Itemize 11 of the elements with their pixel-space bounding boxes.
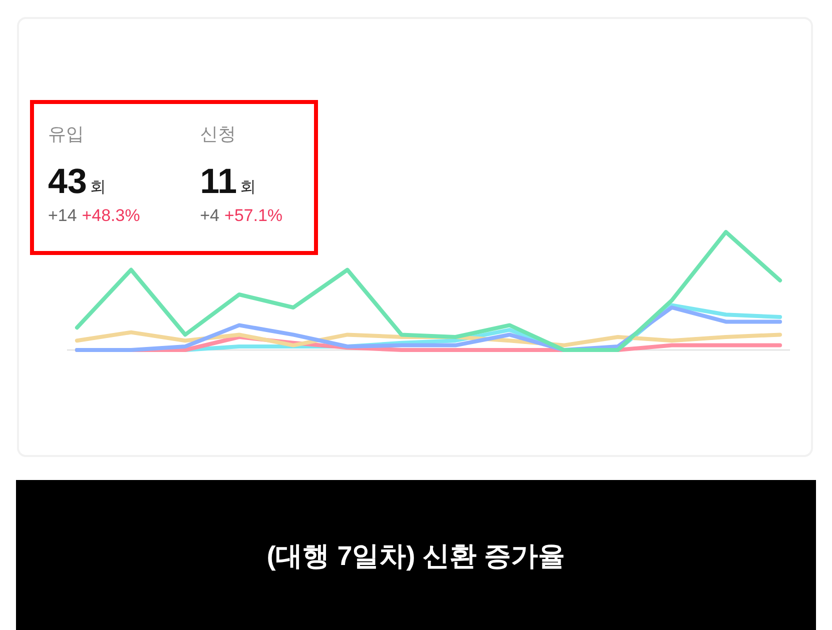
text: 신청 xyxy=(200,124,236,144)
text: (대행 7일차) 신환 증가율 xyxy=(266,541,566,571)
text: +57.1% xyxy=(224,206,283,225)
text: +14 xyxy=(48,206,77,225)
text: 43 xyxy=(48,162,87,201)
text: +48.3% xyxy=(82,206,140,225)
text: 유입 xyxy=(48,124,84,144)
text: 11 xyxy=(200,162,237,201)
text: +4 xyxy=(200,206,220,225)
text: 회 xyxy=(90,179,106,196)
text: 회 xyxy=(240,179,256,196)
